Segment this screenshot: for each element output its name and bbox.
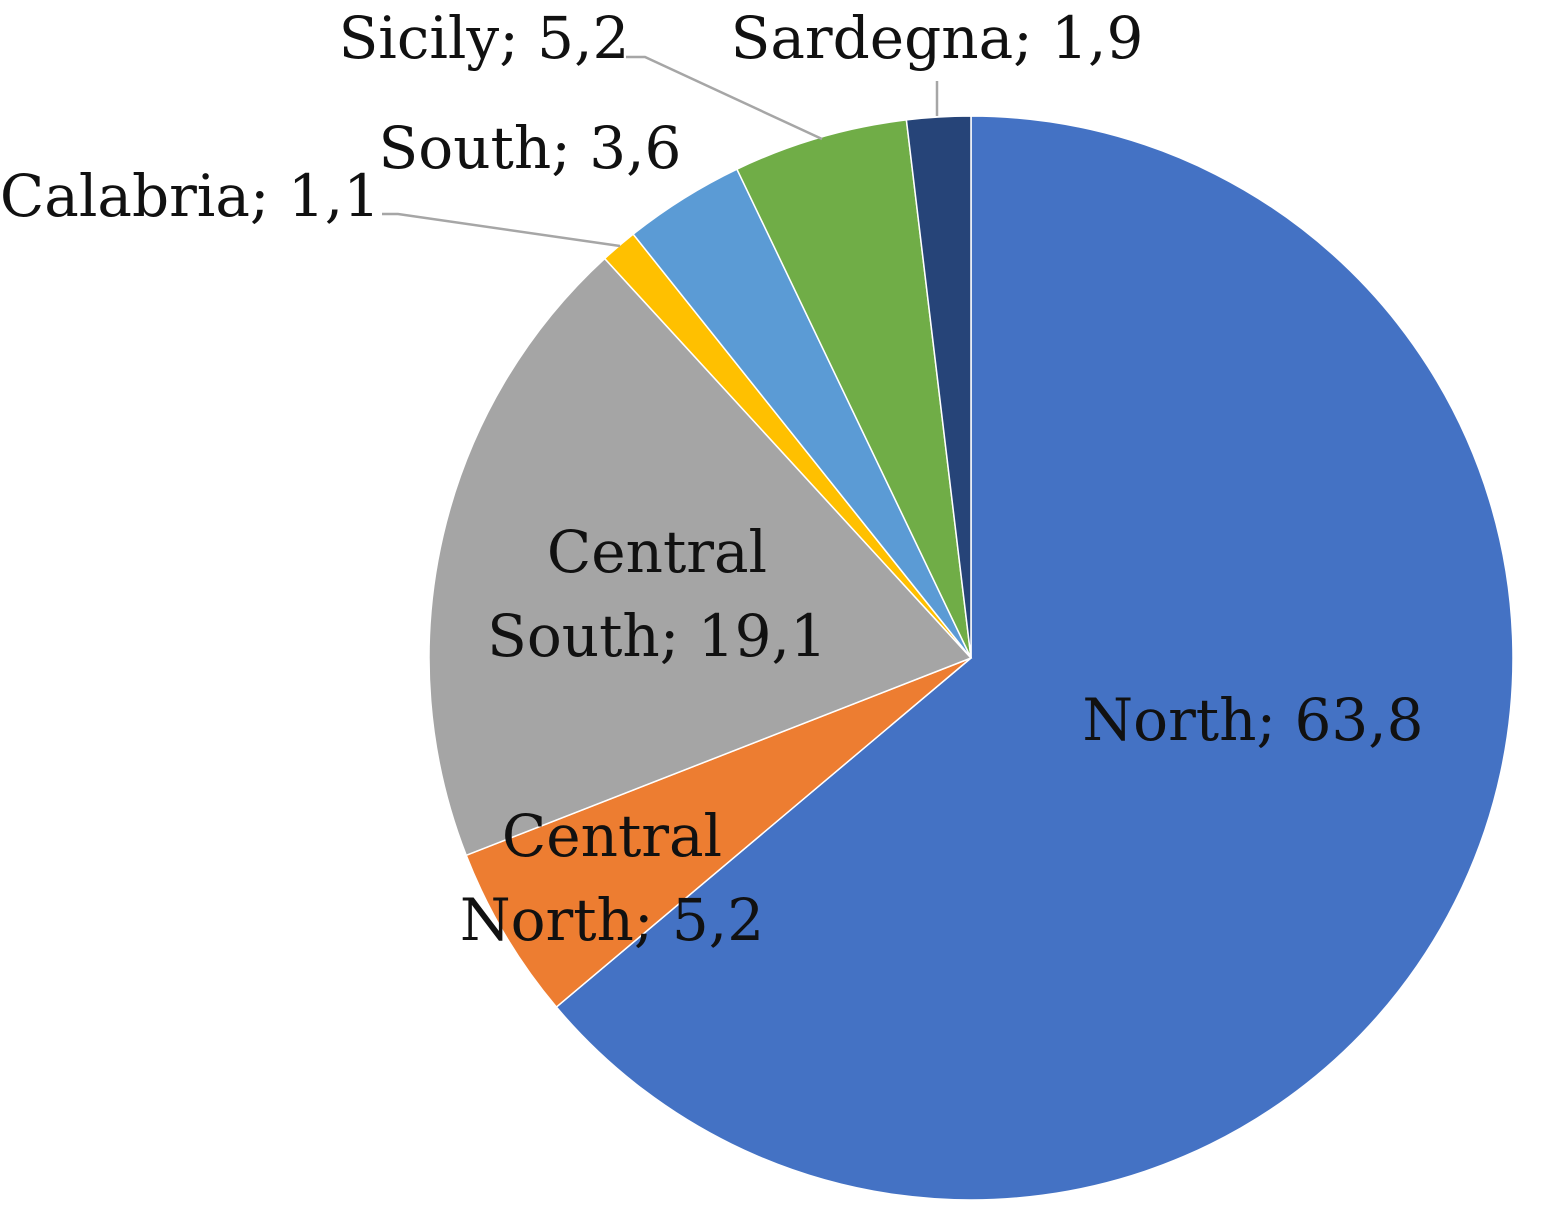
data-label-sardegna: Sardegna; 1,9 bbox=[731, 4, 1144, 72]
pie-slice-central-south bbox=[428, 257, 973, 857]
pie-slices bbox=[428, 115, 1514, 1201]
data-label-central-south: Central South; 19,1 bbox=[487, 518, 827, 670]
data-label-sicily: Sicily; 5,2 bbox=[339, 4, 630, 72]
data-label-north: North; 63,8 bbox=[1082, 686, 1423, 754]
data-labels: North; 63,8 Central North; 5,2 Central South… bbox=[0, 4, 1424, 954]
pie-slice-sardegna bbox=[905, 115, 972, 659]
data-label-calabria: Calabria; 1,1 bbox=[0, 162, 380, 230]
pie-slice-north bbox=[555, 115, 1514, 1201]
leader-line-sicily bbox=[626, 55, 823, 141]
data-label-south: South; 3,6 bbox=[379, 114, 682, 182]
leader-line-calabria bbox=[382, 212, 621, 248]
leader-lines bbox=[382, 55, 939, 248]
pie-slice-central-north bbox=[465, 657, 972, 1009]
data-label-central-north: Central North; 5,2 bbox=[460, 802, 764, 954]
